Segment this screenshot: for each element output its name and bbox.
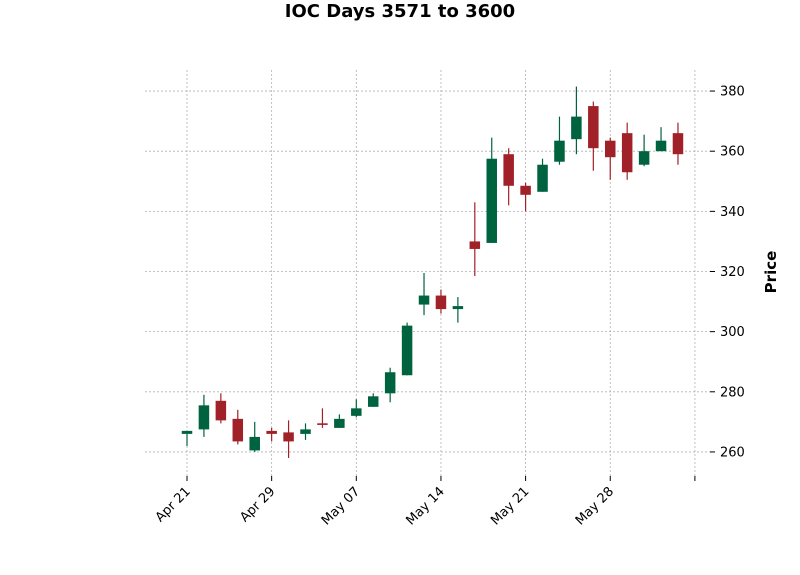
candle-body-down — [232, 418, 244, 442]
candle-body-up — [418, 295, 430, 305]
x-tick-label: May 21 — [488, 484, 532, 528]
x-tick-label: May 07 — [319, 484, 363, 528]
candle-body-down — [503, 154, 514, 186]
x-tick-label: May 28 — [573, 484, 617, 528]
candle-body-up — [401, 325, 413, 376]
grid-layer — [145, 70, 710, 476]
candle-body-up — [351, 408, 362, 416]
candle-body-up — [334, 418, 345, 428]
candle-body-up — [486, 158, 497, 243]
x-tick-label: Apr 29 — [237, 484, 278, 525]
x-tick-label: May 14 — [404, 484, 448, 528]
candle-body-down — [520, 185, 531, 195]
candle-body-down — [283, 432, 294, 442]
y-tick-label: 380 — [720, 85, 745, 100]
y-tick-label: 340 — [720, 205, 745, 220]
candle-body-up — [638, 151, 650, 165]
candle-body-down — [266, 430, 277, 434]
candle-body-up — [181, 430, 193, 434]
candle-body-up — [249, 436, 260, 451]
candle-body-down — [588, 106, 599, 149]
y-tick-label: 300 — [720, 325, 745, 340]
candle-body-up — [384, 372, 396, 394]
x-tick-label: Apr 21 — [153, 484, 194, 525]
candle-body-up — [571, 116, 582, 140]
candle-body-down — [215, 400, 227, 421]
candle-body-down — [621, 133, 633, 173]
candle-body-up — [655, 140, 667, 152]
chart-title: IOC Days 3571 to 3600 — [284, 1, 516, 22]
candle-body-up — [452, 306, 464, 310]
candle-layer — [181, 86, 684, 458]
y-tick-label: 320 — [720, 265, 745, 280]
candle-body-up — [300, 429, 311, 434]
y-tick-label: 260 — [720, 445, 745, 460]
y-tick-label: 360 — [720, 145, 745, 160]
y-tick-label: 280 — [720, 385, 745, 400]
candle-body-up — [198, 405, 210, 430]
candle-body-down — [317, 423, 328, 425]
y-axis-label: Price — [762, 251, 780, 294]
candle-body-down — [605, 140, 616, 158]
candle-body-down — [435, 295, 447, 310]
candle-body-up — [367, 396, 379, 407]
candle-body-up — [554, 140, 565, 162]
candle-body-down — [469, 241, 481, 249]
candle-body-up — [537, 164, 548, 192]
candle-body-down — [672, 133, 684, 155]
